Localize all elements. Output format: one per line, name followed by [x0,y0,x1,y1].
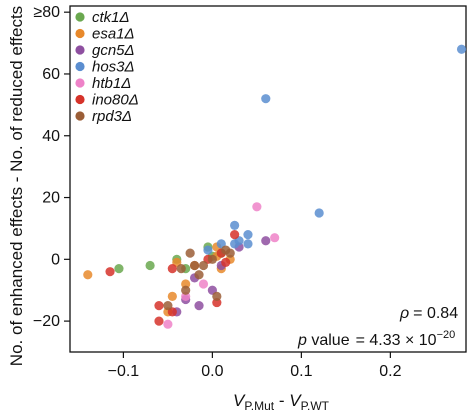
x-axis: −0.1 0.0 0.1 0.2 [108,352,402,380]
x-axis-label: VP.Mut - VP.WT [233,391,330,412]
y-tick-label: 20 [42,190,60,207]
data-point [456,44,467,54]
p-symbol: p [297,332,307,349]
data-point [194,270,204,280]
rho-symbol: ρ [399,305,409,322]
legend-label: esa1Δ [92,26,135,43]
data-point [167,263,177,274]
legend-label: hos3Δ [92,59,135,76]
legend-marker [75,78,85,88]
data-point [198,260,209,271]
plot-border [69,5,467,353]
legend-label: rpd3Δ [92,108,132,125]
data-point [83,270,93,280]
data-point [194,301,204,311]
rho-value: = 0.84 [413,305,458,322]
data-point [212,291,222,301]
data-point [105,267,115,277]
legend-label: htb1Δ [92,75,131,92]
data-point [185,248,195,258]
data-point [154,316,164,326]
rho-annotation: ρ = 0.84 [399,305,458,322]
legend-marker [75,111,85,121]
p-label-rest: value [307,332,350,349]
x-axis-label-sep: - [274,391,289,410]
data-point [145,260,155,271]
x-tick-label: −0.1 [108,363,140,380]
y-tick-label: 60 [42,66,60,83]
data-point [167,291,177,301]
y-tick-label: −20 [33,313,60,330]
p-value-annotation: p value = 4.33 × 10−20 [297,329,455,349]
legend-label: ino80Δ [92,92,139,109]
legend-marker [75,28,85,39]
data-point [114,263,124,274]
x-tick-label: 0.1 [290,363,312,380]
data-point [230,230,240,240]
y-tick-label: 0 [51,251,60,268]
y-axis-label: No. of enhanced effects - No. of reduced… [7,6,26,366]
x-axis-label-sub1: P.Mut [244,399,274,412]
legend-marker [75,61,85,72]
data-point [270,233,280,243]
data-point [243,230,253,240]
data-point [176,263,186,274]
x-axis-label-base2: V [289,391,302,410]
data-point [189,260,200,271]
data-point [154,301,164,311]
plot-frame [69,5,467,353]
data-point [181,285,191,295]
legend-marker [75,45,85,55]
data-point [221,257,231,268]
x-axis-label-sub2: P.WT [301,399,330,412]
p-exponent: −20 [437,329,456,341]
data-point [198,279,209,289]
y-tick-label: ≥80 [33,4,60,21]
legend-marker [75,12,85,22]
legend-label: ctk1Δ [92,9,130,26]
x-tick-label: 0.0 [201,363,223,380]
data-point [207,254,217,264]
data-point [261,236,271,246]
y-tick-label: 40 [42,128,60,145]
p-value: = 4.33 × 10 [356,332,437,349]
x-tick-label: 0.2 [379,363,401,380]
data-point [203,245,213,255]
data-point [243,239,253,249]
data-point [252,202,262,212]
legend-marker [75,94,85,105]
data-point [230,220,240,230]
legend-label: gcn5Δ [92,42,135,59]
y-axis: −20 0 20 40 60 ≥80 [33,4,70,330]
data-point [225,248,235,258]
data-point [261,94,271,104]
data-point [163,301,173,311]
x-axis-label-base: V [233,391,246,410]
data-point [314,208,324,218]
data-points [83,44,467,329]
data-point [163,319,173,329]
